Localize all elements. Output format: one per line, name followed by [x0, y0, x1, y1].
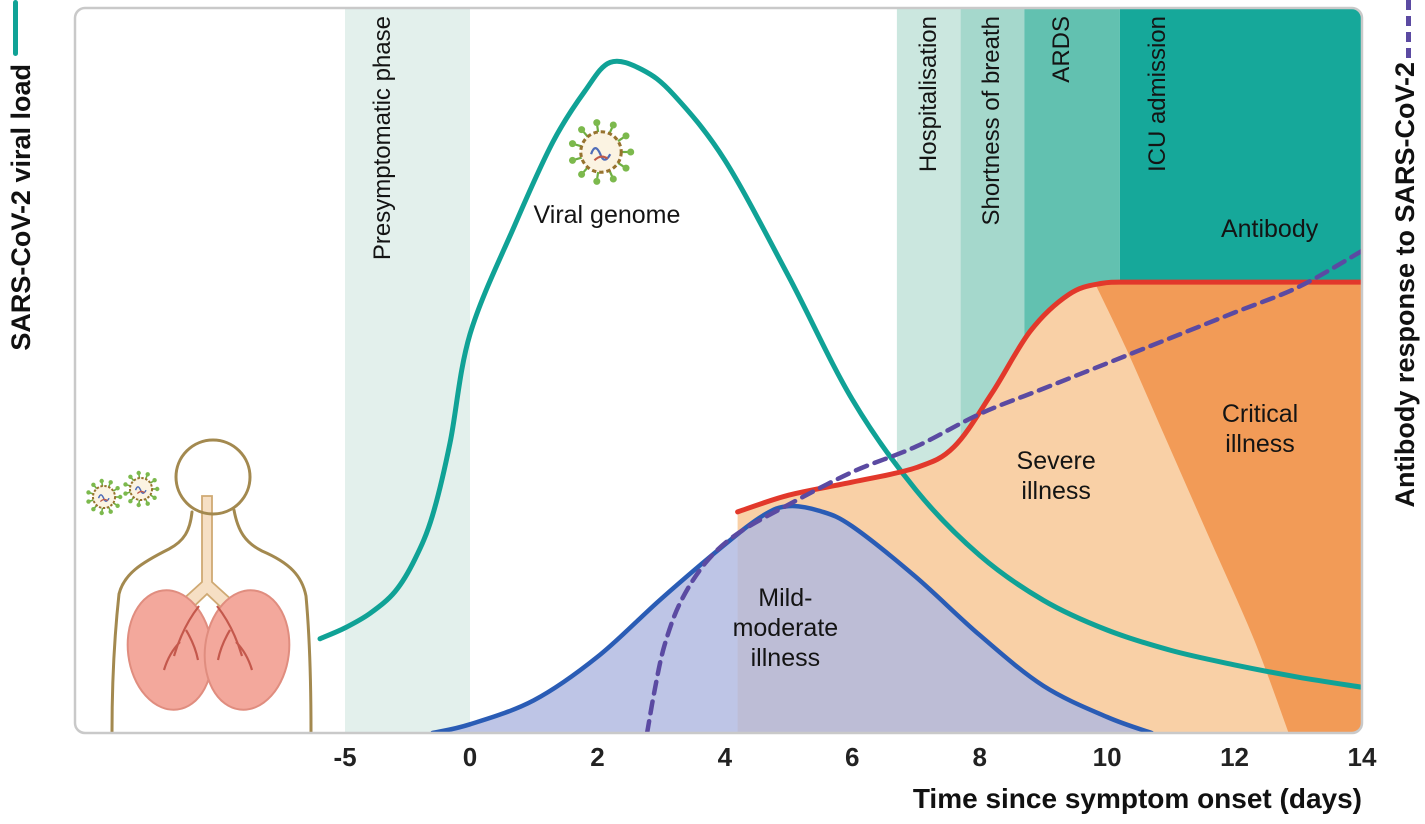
mild-moderate-area: [432, 505, 1152, 733]
viral-load-legend-line-icon: [13, 0, 18, 56]
left-axis-label: SARS-CoV-2 viral load: [6, 64, 36, 351]
virus-icons: [86, 119, 635, 516]
right-bronchi-illustration: [216, 605, 254, 671]
band-presymptomatic-phase: [345, 8, 470, 733]
viral-genome-icon: [568, 119, 635, 185]
antibody-curve: [644, 248, 1362, 733]
plot-border: [73, 6, 1364, 735]
viral-load-curve: [317, 58, 1362, 690]
torso-right-outline: [232, 508, 313, 734]
virus-particle-icon: [86, 478, 123, 516]
virus-particle-icon: [123, 470, 160, 508]
right-lung-illustration: [203, 589, 291, 711]
severe-illness-curve: [735, 279, 1362, 515]
trachea-illustration: [178, 495, 236, 614]
antibody-legend-dashed-line-icon: [1406, 0, 1411, 58]
x-axis-title: Time since symptom onset (days): [912, 783, 1362, 814]
right-axis-label: Antibody response to SARS-CoV-2: [1390, 62, 1420, 508]
illness-areas: [432, 281, 1362, 733]
head-illustration: [174, 438, 252, 516]
left-bronchi-illustration: [162, 605, 200, 671]
human-figure: [110, 438, 313, 734]
curves: [317, 58, 1362, 733]
critical-illness-area: [1094, 282, 1362, 733]
torso-left-outline: [110, 510, 194, 734]
